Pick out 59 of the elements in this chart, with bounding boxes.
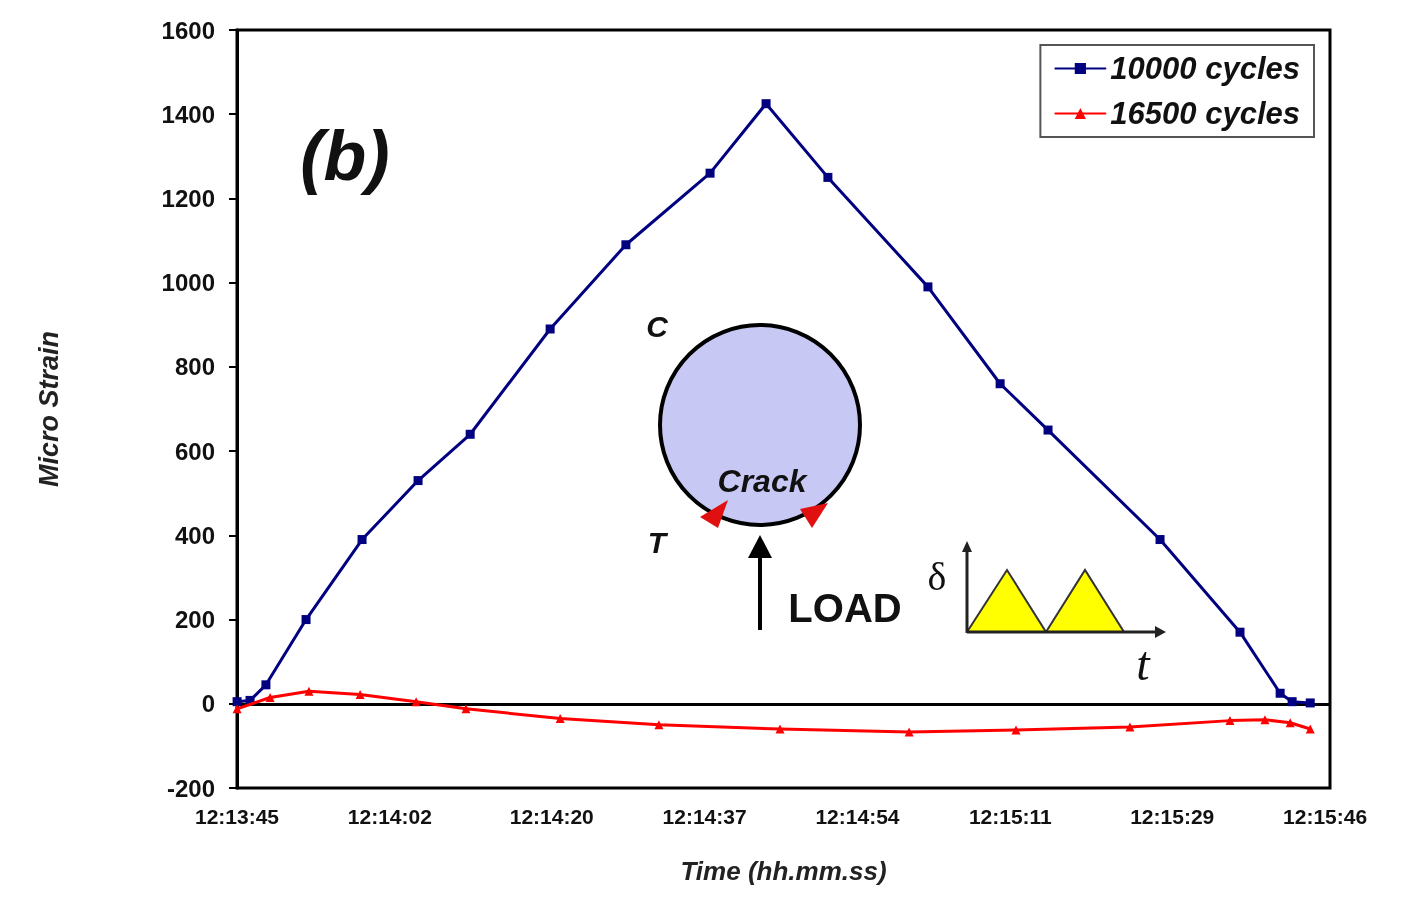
annotation: T <box>647 526 669 559</box>
y-tick-label: 600 <box>174 437 215 465</box>
point <box>1260 715 1270 725</box>
annotation: δ <box>927 554 947 599</box>
point <box>823 172 833 182</box>
point <box>1235 627 1245 637</box>
point <box>923 282 933 292</box>
x-tick-label: 12:13:45 <box>194 805 280 828</box>
y-tick-label: 0 <box>201 690 215 718</box>
x-axis-title: Time (hh.mm.ss) <box>680 856 887 886</box>
annotation: C <box>646 310 670 343</box>
y-tick-label: 800 <box>174 353 215 381</box>
point <box>413 476 423 486</box>
y-tick-label: 1400 <box>161 100 215 128</box>
point <box>461 704 471 714</box>
annotation: LOAD <box>788 586 902 630</box>
x-tick-label: 12:15:11 <box>968 805 1053 828</box>
y-axis-title: Micro Strain <box>33 330 64 488</box>
point <box>261 680 271 690</box>
point <box>555 714 565 724</box>
point <box>232 697 242 707</box>
point <box>621 240 631 250</box>
y-tick-label: 400 <box>174 521 215 549</box>
x-tick-label: 12:14:02 <box>347 805 432 828</box>
legend-label: 16500 cycles <box>1110 96 1301 131</box>
point <box>1043 425 1053 435</box>
annotation: t <box>1136 637 1152 690</box>
x-tick-label: 12:14:20 <box>509 805 594 828</box>
point <box>357 535 367 545</box>
point <box>1225 716 1235 726</box>
point <box>1305 698 1315 708</box>
point <box>705 168 715 178</box>
point <box>465 429 475 439</box>
y-tick-label: 1600 <box>161 16 215 44</box>
point <box>355 690 365 700</box>
point <box>1305 724 1315 734</box>
point <box>301 615 311 625</box>
point <box>265 692 275 702</box>
point <box>411 697 421 707</box>
point <box>1011 725 1021 735</box>
y-tick-label: 200 <box>174 606 215 634</box>
y-tick-label: -200 <box>166 774 215 802</box>
point <box>775 724 785 734</box>
x-tick-label: 12:14:54 <box>815 805 900 828</box>
point <box>545 324 555 334</box>
point <box>304 686 314 696</box>
legend-label: 10000 cycles <box>1110 51 1301 86</box>
annotation: Crack <box>717 463 809 499</box>
y-tick-label: 1200 <box>161 184 215 212</box>
annotation: (b) <box>300 117 390 195</box>
point <box>1275 688 1285 698</box>
point <box>995 379 1005 389</box>
y-tick-label: 1000 <box>161 269 215 297</box>
point <box>761 99 771 109</box>
x-tick-label: 12:15:46 <box>1283 805 1368 828</box>
x-tick-label: 12:14:37 <box>662 805 747 828</box>
point <box>1155 535 1165 545</box>
point <box>1287 697 1297 707</box>
x-tick-label: 12:15:29 <box>1130 805 1215 828</box>
